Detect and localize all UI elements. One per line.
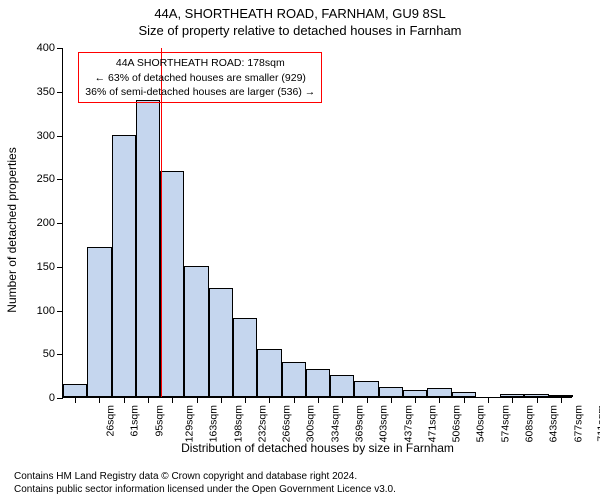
annotation-line: 44A SHORTHEATH ROAD: 178sqm	[85, 56, 315, 70]
x-tick	[537, 397, 538, 403]
x-tick-label: 129sqm	[183, 405, 195, 442]
x-tick	[75, 397, 76, 403]
y-tick	[57, 136, 63, 137]
footer-text: Contains HM Land Registry data © Crown c…	[14, 470, 396, 496]
histogram-bar	[403, 390, 427, 397]
x-tick-label: 437sqm	[402, 405, 414, 442]
x-tick-label: 403sqm	[378, 405, 390, 442]
histogram-bar	[427, 388, 451, 397]
annotation-line: ← 63% of detached houses are smaller (92…	[85, 71, 315, 85]
y-tick-label: 350	[37, 86, 55, 98]
y-tick	[57, 354, 63, 355]
x-tick	[172, 397, 173, 403]
x-tick	[512, 397, 513, 403]
histogram-bar	[257, 349, 281, 397]
x-tick-label: 95sqm	[153, 405, 165, 437]
x-tick-label: 608sqm	[523, 405, 535, 442]
x-tick	[439, 397, 440, 403]
y-tick-label: 300	[37, 130, 55, 142]
histogram-bar	[209, 288, 233, 397]
histogram-bar	[330, 375, 354, 397]
y-tick-label: 150	[37, 261, 55, 273]
title-main: 44A, SHORTHEATH ROAD, FARNHAM, GU9 8SL	[0, 0, 600, 21]
x-tick-label: 163sqm	[208, 405, 220, 442]
histogram-bar	[160, 171, 184, 397]
histogram-bar	[233, 318, 257, 397]
x-tick-label: 677sqm	[572, 405, 584, 442]
histogram-bar	[87, 247, 111, 398]
x-tick	[464, 397, 465, 403]
y-tick-label: 100	[37, 305, 55, 317]
x-tick	[148, 397, 149, 403]
x-tick-label: 26sqm	[105, 405, 117, 437]
y-tick-label: 250	[37, 173, 55, 185]
x-tick	[391, 397, 392, 403]
y-tick-label: 50	[43, 348, 55, 360]
x-tick-label: 232sqm	[256, 405, 268, 442]
histogram-bar	[306, 369, 330, 397]
histogram-bar	[184, 266, 208, 397]
x-tick-label: 711sqm	[595, 405, 600, 442]
x-tick	[245, 397, 246, 403]
x-tick	[294, 397, 295, 403]
y-tick	[57, 48, 63, 49]
x-tick	[367, 397, 368, 403]
x-tick-label: 643sqm	[548, 405, 560, 442]
x-tick	[342, 397, 343, 403]
footer-line1: Contains HM Land Registry data © Crown c…	[14, 470, 396, 483]
x-tick	[415, 397, 416, 403]
y-tick	[57, 311, 63, 312]
x-tick	[124, 397, 125, 403]
y-tick-label: 0	[49, 392, 55, 404]
x-tick-label: 471sqm	[426, 405, 438, 442]
x-tick-label: 506sqm	[451, 405, 463, 442]
y-axis-label: Number of detached properties	[5, 65, 19, 230]
x-tick	[488, 397, 489, 403]
y-tick-label: 400	[37, 42, 55, 54]
x-tick-label: 198sqm	[232, 405, 244, 442]
y-tick-label: 200	[37, 217, 55, 229]
x-tick-label: 369sqm	[353, 405, 365, 442]
histogram-bar	[354, 381, 378, 397]
x-tick	[561, 397, 562, 403]
x-axis-label: Distribution of detached houses by size …	[181, 441, 454, 455]
x-tick	[221, 397, 222, 403]
annotation-line: 36% of semi-detached houses are larger (…	[85, 85, 315, 99]
plot-area: Distribution of detached houses by size …	[62, 48, 572, 398]
y-tick	[57, 223, 63, 224]
annotation-box: 44A SHORTHEATH ROAD: 178sqm← 63% of deta…	[78, 52, 322, 103]
y-tick	[57, 92, 63, 93]
histogram-bar	[282, 362, 306, 397]
x-tick-label: 334sqm	[329, 405, 341, 442]
x-tick-label: 61sqm	[129, 405, 141, 437]
x-tick	[318, 397, 319, 403]
x-tick-label: 300sqm	[305, 405, 317, 442]
title-sub: Size of property relative to detached ho…	[0, 21, 600, 38]
x-tick-label: 574sqm	[499, 405, 511, 442]
x-tick	[99, 397, 100, 403]
y-tick	[57, 267, 63, 268]
histogram-bar	[379, 387, 403, 398]
chart-container: 44A, SHORTHEATH ROAD, FARNHAM, GU9 8SL S…	[0, 0, 600, 500]
footer-line2: Contains public sector information licen…	[14, 483, 396, 496]
x-tick-label: 540sqm	[475, 405, 487, 442]
y-tick	[57, 179, 63, 180]
histogram-bar	[63, 384, 87, 397]
histogram-bar	[136, 100, 160, 398]
x-tick-label: 266sqm	[281, 405, 293, 442]
y-tick	[57, 398, 63, 399]
histogram-bar	[112, 135, 136, 398]
x-tick	[269, 397, 270, 403]
x-tick	[197, 397, 198, 403]
